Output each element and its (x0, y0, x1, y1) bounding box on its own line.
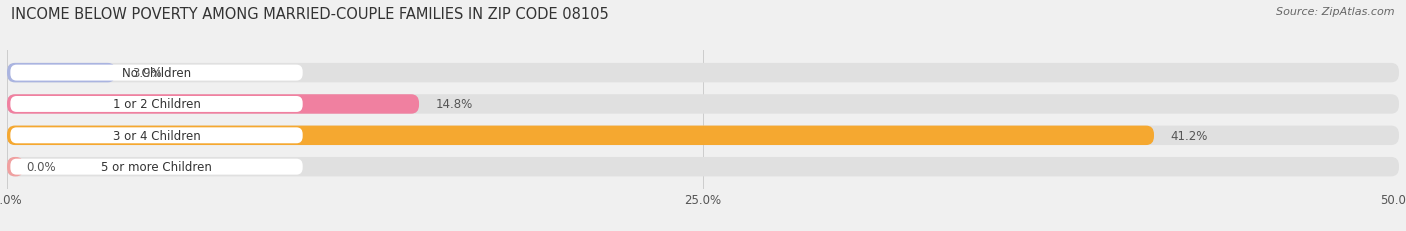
FancyBboxPatch shape (7, 95, 1399, 114)
Text: 41.2%: 41.2% (1171, 129, 1208, 142)
FancyBboxPatch shape (10, 97, 302, 112)
FancyBboxPatch shape (7, 157, 1399, 177)
FancyBboxPatch shape (7, 126, 1399, 145)
FancyBboxPatch shape (10, 65, 302, 81)
Text: 5 or more Children: 5 or more Children (101, 161, 212, 173)
FancyBboxPatch shape (7, 64, 115, 83)
Text: Source: ZipAtlas.com: Source: ZipAtlas.com (1277, 7, 1395, 17)
Text: No Children: No Children (122, 67, 191, 80)
Text: 0.0%: 0.0% (27, 161, 56, 173)
FancyBboxPatch shape (10, 159, 302, 175)
FancyBboxPatch shape (7, 95, 419, 114)
FancyBboxPatch shape (10, 128, 302, 144)
Text: INCOME BELOW POVERTY AMONG MARRIED-COUPLE FAMILIES IN ZIP CODE 08105: INCOME BELOW POVERTY AMONG MARRIED-COUPL… (11, 7, 609, 22)
FancyBboxPatch shape (7, 126, 1154, 145)
Text: 3.9%: 3.9% (132, 67, 162, 80)
Text: 1 or 2 Children: 1 or 2 Children (112, 98, 201, 111)
FancyBboxPatch shape (7, 157, 24, 177)
Text: 14.8%: 14.8% (436, 98, 472, 111)
FancyBboxPatch shape (7, 64, 1399, 83)
Text: 3 or 4 Children: 3 or 4 Children (112, 129, 201, 142)
